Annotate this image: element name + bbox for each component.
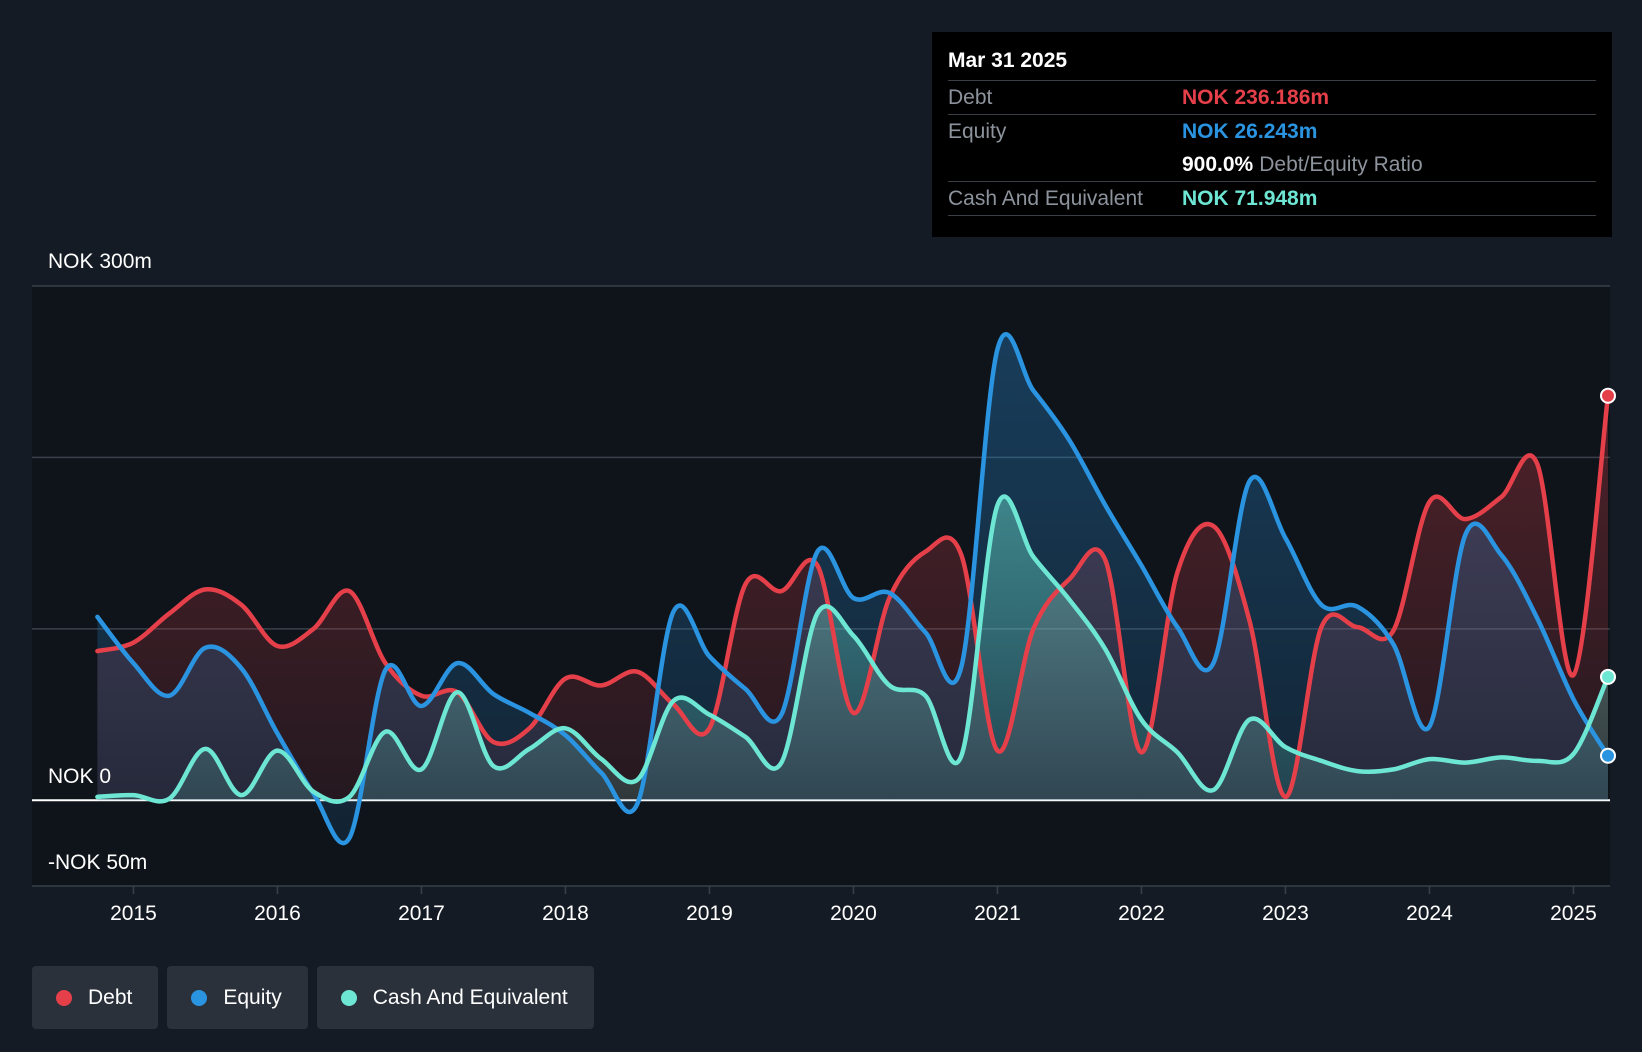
tooltip-row-debt: Debt NOK 236.186m [948,81,1596,115]
series-end-dots [1600,387,1616,764]
tooltip-row-equity: Equity NOK 26.243m [948,115,1596,148]
x-tick-label: 2021 [974,902,1021,925]
data-tooltip: Mar 31 2025 Debt NOK 236.186m Equity NOK… [932,32,1612,237]
x-axis-ticks: 2015 2016 2017 2018 2019 2020 2021 2022 2023 2024… [110,886,1597,925]
tooltip-ratio-spacer [948,148,1182,181]
tooltip-row-ratio: 900.0% Debt/Equity Ratio [948,148,1596,182]
chart-legend: Debt Equity Cash And Equivalent [32,966,594,1029]
debt-dot-icon [56,989,72,1006]
cash-end-point[interactable] [1600,668,1616,685]
legend-item-equity[interactable]: Equity [167,966,308,1029]
tooltip-date: Mar 31 2025 [948,46,1596,81]
x-tick-label: 2018 [542,902,589,925]
series-lines [95,332,1611,846]
y-tick-label-bottom: -NOK 50m [48,851,148,874]
legend-debt-label: Debt [88,985,133,1009]
tooltip-row-cash: Cash And Equivalent NOK 71.948m [948,182,1596,216]
x-tick-label: 2015 [110,902,157,925]
tooltip-cash-value: NOK 71.948m [1182,187,1318,210]
x-tick-label: 2019 [686,902,733,925]
x-tick-label: 2023 [1262,902,1309,925]
legend-item-debt[interactable]: Debt [32,966,159,1029]
x-tick-label: 2022 [1118,902,1165,925]
equity-dot-icon [191,989,208,1006]
cash-dot-icon [340,989,357,1006]
y-tick-label-zero: NOK 0 [48,765,112,788]
tooltip-debt-value: NOK 236.186m [1182,86,1330,109]
y-tick-label-top: NOK 300m [48,250,152,273]
tooltip-ratio-value: 900.0% [1182,153,1254,176]
tooltip-debt-label: Debt [948,86,993,109]
debt-line [95,393,1611,800]
tooltip-equity-label: Equity [948,120,1007,143]
cash-line [95,494,1611,804]
legend-equity-label: Equity [223,985,282,1009]
x-tick-label: 2020 [830,902,877,925]
debt-end-point[interactable] [1600,387,1616,404]
x-tick-label: 2016 [254,902,301,925]
equity-line [95,332,1611,846]
legend-cash-label: Cash And Equivalent [372,985,568,1009]
x-tick-label: 2025 [1550,902,1597,925]
x-tick-label: 2017 [398,902,445,925]
tooltip-equity-value: NOK 26.243m [1182,120,1318,143]
x-tick-label: 2024 [1406,902,1453,925]
legend-item-cash[interactable]: Cash And Equivalent [316,966,594,1029]
equity-end-point[interactable] [1600,747,1616,764]
tooltip-ratio-label: Debt/Equity Ratio [1259,153,1423,176]
tooltip-cash-label: Cash And Equivalent [948,187,1143,210]
